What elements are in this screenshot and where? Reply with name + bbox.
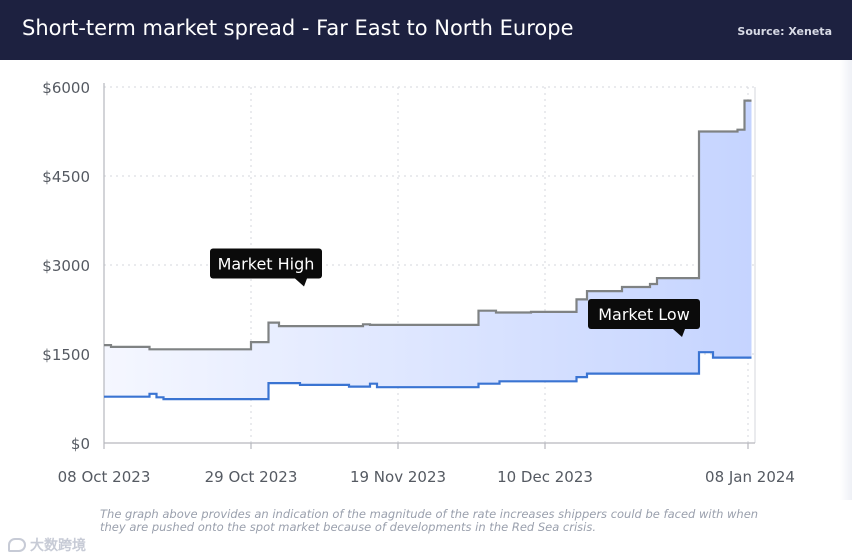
spread-chart: $0 $1500 $3000 $4500 $6000 08 Oct 2023 29 Oct … <box>42 79 795 486</box>
chart-header: Short-term market spread - Far East to N… <box>0 0 852 60</box>
logo-text: 大数跨境 <box>30 538 86 554</box>
x-tick-label: 19 Nov 2023 <box>350 468 446 486</box>
logo-icon <box>8 538 26 552</box>
spread-area <box>104 100 752 400</box>
annotations: Market High Market Low <box>210 248 700 337</box>
series-lines <box>104 99 752 401</box>
annotation-box <box>210 248 322 279</box>
y-tick-label: $0 <box>71 435 90 453</box>
x-tick-label: 08 Oct 2023 <box>58 468 151 486</box>
y-tick-label: $3000 <box>42 257 90 275</box>
annotation-label: Market Low <box>598 305 690 324</box>
chart-caption: The graph above provides an indication o… <box>100 507 759 534</box>
x-tick-label: 29 Oct 2023 <box>205 468 298 486</box>
market-high-line <box>104 99 752 351</box>
x-tick-label: 08 Jan 2024 <box>705 468 795 486</box>
annotation-callout: Market Low <box>588 298 700 337</box>
annotation-label: Market High <box>218 255 315 274</box>
source-label: Source: Xeneta <box>737 25 832 38</box>
annotation-pointer <box>673 328 685 337</box>
axes <box>103 83 755 449</box>
tick-labels: $0 $1500 $3000 $4500 $6000 08 Oct 2023 29 Oct … <box>42 79 795 486</box>
chart-title: Short-term market spread - Far East to N… <box>22 16 574 40</box>
watermark-logo: 大数跨境 <box>8 535 86 555</box>
spread-area-layer <box>104 100 752 400</box>
annotation-callout: Market High <box>210 248 322 287</box>
y-tick-label: $6000 <box>42 79 90 97</box>
annotation-pointer <box>295 278 307 287</box>
edge-shadow <box>840 60 852 500</box>
annotation-box <box>588 298 700 329</box>
y-tick-label: $4500 <box>42 168 90 186</box>
x-tick-label: 10 Dec 2023 <box>497 468 593 486</box>
y-tick-label: $1500 <box>42 346 90 364</box>
market-low-line <box>104 351 752 401</box>
